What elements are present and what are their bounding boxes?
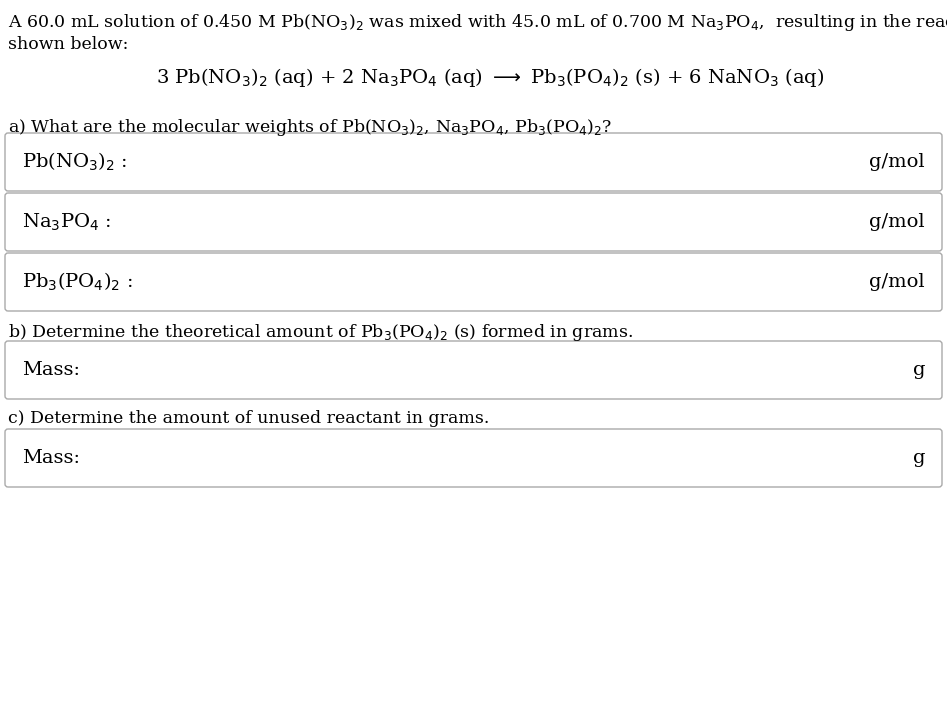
FancyBboxPatch shape (5, 429, 942, 487)
FancyBboxPatch shape (5, 253, 942, 311)
Text: 3 Pb(NO$_3$)$_2$ (aq) + 2 Na$_3$PO$_4$ (aq) $\longrightarrow$ Pb$_3$(PO$_4$)$_2$: 3 Pb(NO$_3$)$_2$ (aq) + 2 Na$_3$PO$_4$ (… (156, 66, 824, 89)
FancyBboxPatch shape (5, 341, 942, 399)
Text: Mass:: Mass: (22, 361, 80, 379)
Text: Pb$_3$(PO$_4$)$_2$ :: Pb$_3$(PO$_4$)$_2$ : (22, 271, 133, 293)
Text: shown below:: shown below: (8, 36, 129, 53)
FancyBboxPatch shape (5, 193, 942, 251)
Text: g: g (913, 449, 925, 467)
Text: b) Determine the theoretical amount of Pb$_3$(PO$_4$)$_2$ (s) formed in grams.: b) Determine the theoretical amount of P… (8, 322, 633, 343)
Text: g/mol: g/mol (869, 273, 925, 291)
Text: g/mol: g/mol (869, 153, 925, 171)
FancyBboxPatch shape (5, 133, 942, 191)
Text: g/mol: g/mol (869, 213, 925, 231)
Text: Pb(NO$_3$)$_2$ :: Pb(NO$_3$)$_2$ : (22, 151, 128, 173)
Text: a) What are the molecular weights of Pb(NO$_3$)$_2$, Na$_3$PO$_4$, Pb$_3$(PO$_4$: a) What are the molecular weights of Pb(… (8, 117, 613, 138)
Text: c) Determine the amount of unused reactant in grams.: c) Determine the amount of unused reacta… (8, 410, 490, 427)
Text: g: g (913, 361, 925, 379)
Text: Mass:: Mass: (22, 449, 80, 467)
Text: Na$_3$PO$_4$ :: Na$_3$PO$_4$ : (22, 211, 112, 233)
Text: A 60.0 mL solution of 0.450 M Pb(NO$_3$)$_2$ was mixed with 45.0 mL of 0.700 M N: A 60.0 mL solution of 0.450 M Pb(NO$_3$)… (8, 12, 947, 33)
